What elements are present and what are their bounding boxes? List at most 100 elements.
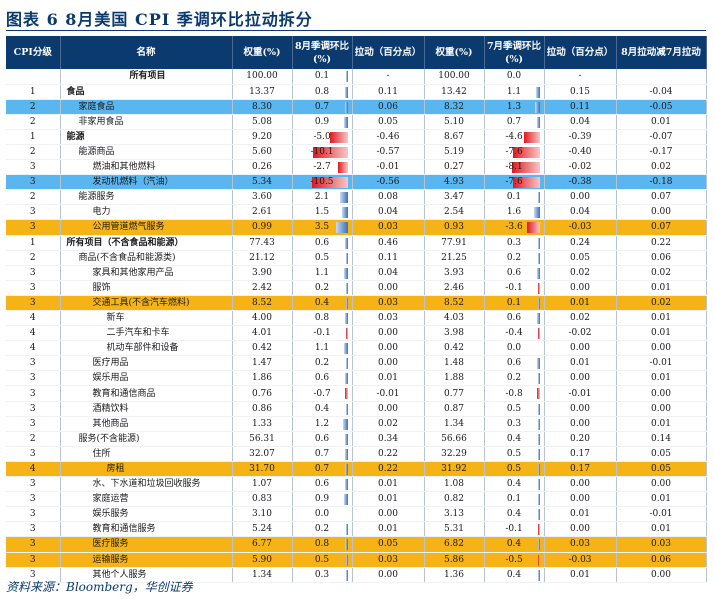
cpi-level-cell	[6, 69, 61, 85]
mom-jul-cell: -0.1	[484, 280, 545, 296]
weight-aug-cell: 3.60	[232, 189, 293, 206]
cpi-level-cell: 3	[6, 416, 61, 432]
pull-jul-cell: 0.04	[544, 114, 617, 130]
mom-jul-cell: -0.4	[484, 325, 545, 342]
mom-aug-cell: 0.8	[292, 536, 353, 553]
positive-data-bar	[344, 494, 348, 506]
pull-diff-cell: -0.07	[616, 129, 707, 145]
weight-jul-cell: 4.93	[424, 174, 485, 191]
table-row: 3 医疗服务 6.77 0.8 0.05 6.82 0.4 0.03 0.03	[6, 536, 707, 553]
pull-aug-cell: 0.22	[352, 461, 425, 478]
pull-jul-cell: 0.17	[544, 446, 617, 462]
pull-aug-cell: 0.00	[352, 340, 425, 357]
mom-aug-cell: 0.9	[292, 491, 353, 508]
mom-value: -7.6	[505, 147, 523, 158]
cpi-level-cell: 3	[6, 219, 61, 236]
table-row: 2 家庭食品 8.30 0.7 0.06 8.32 1.3 0.11 -0.05	[6, 99, 707, 115]
pull-diff-cell: 0.05	[616, 461, 707, 478]
item-name-cell: 机动车部件和设备	[60, 340, 233, 357]
pull-aug-cell: 0.01	[352, 521, 425, 538]
positive-data-bar	[535, 101, 540, 113]
pull-diff-cell: 0.01	[616, 491, 707, 508]
item-name-cell: 运输服务	[60, 552, 233, 568]
positive-data-bar	[344, 313, 348, 324]
mom-value: -0.1	[505, 524, 523, 535]
positive-data-bar	[537, 403, 540, 415]
item-name-cell: 家具和其他家用产品	[60, 265, 233, 281]
title-divider	[6, 30, 706, 31]
mom-jul-cell: 0.4	[484, 431, 545, 447]
mom-aug-cell: 0.6	[292, 476, 353, 493]
pull-diff-cell: 0.05	[616, 446, 707, 462]
mom-aug-cell: 0.4	[292, 295, 353, 312]
weight-jul-cell: 1.08	[424, 476, 485, 493]
table-row: 3 燃油和其他燃料 0.26 -2.7 -0.01 0.27 -8.1 -0.02 0.02	[6, 159, 707, 176]
pull-aug-cell: 0.03	[352, 552, 425, 568]
weight-jul-cell: 77.91	[424, 235, 485, 251]
table-row: 3 酒精饮料 0.86 0.4 0.00 0.87 0.5 0.00 0.00	[6, 401, 707, 417]
mom-value: 0.7	[314, 463, 330, 474]
mom-jul-cell: 0.1	[484, 189, 545, 206]
positive-data-bar	[343, 343, 348, 355]
figure-title: 图表 6 8月美国 CPI 季调环比拉动拆分	[6, 10, 313, 29]
mom-jul-cell: -0.8	[484, 385, 545, 402]
weight-jul-cell: 1.48	[424, 355, 485, 372]
header-name: 名称	[60, 36, 233, 69]
positive-data-bar	[537, 569, 540, 581]
table-row: 1 所有项目（不含食品和能源） 77.43 0.6 0.46 77.91 0.3 0.24 0.…	[6, 235, 707, 251]
positive-data-bar	[537, 539, 540, 551]
mom-aug-cell: -5.0	[292, 129, 353, 145]
mom-aug-cell: 0.6	[292, 431, 353, 447]
mom-value: -8.1	[505, 162, 523, 173]
mom-value: 0.5	[314, 252, 330, 263]
positive-data-bar	[345, 403, 348, 415]
cpi-level-cell: 3	[6, 174, 61, 191]
mom-value: 0.2	[314, 358, 330, 369]
mom-value: 1.1	[506, 86, 522, 97]
table-row: 3 住所 32.07 0.7 0.22 32.29 0.5 0.17 0.05	[6, 446, 707, 462]
table-row: 2 能源商品 5.60 -10.1 -0.57 5.19 -7.6 -0.40 -0.17	[6, 144, 707, 161]
positive-data-bar	[342, 207, 348, 219]
positive-data-bar	[345, 252, 348, 264]
cpi-level-cell: 2	[6, 431, 61, 447]
table-row: 3 教育和通信服务 5.24 0.2 0.01 5.31 -0.1 0.00 0.01	[6, 521, 707, 538]
pull-aug-cell: 0.22	[352, 446, 425, 462]
pull-jul-cell: 0.05	[544, 250, 617, 266]
cpi-level-cell: 3	[6, 521, 61, 538]
pull-aug-cell: -	[352, 69, 425, 85]
cpi-breakdown-table: CPI分级 名称 权重(%) 8月季调环比(%) 拉动（百分点） 权重(%) 7…	[6, 36, 707, 583]
pull-jul-cell: 0.00	[544, 370, 617, 387]
item-name-cell: 能源商品	[60, 144, 233, 161]
mom-jul-cell: -7.6	[484, 144, 545, 161]
pull-aug-cell: 0.08	[352, 189, 425, 206]
mom-aug-cell: 2.1	[292, 189, 353, 206]
weight-aug-cell: 8.30	[232, 99, 293, 115]
item-name-cell: 家庭食品	[60, 99, 233, 115]
mom-value: 0.9	[314, 494, 330, 505]
weight-aug-cell: 32.07	[232, 446, 293, 462]
weight-jul-cell: 1.88	[424, 370, 485, 387]
mom-value: 0.5	[506, 448, 522, 459]
mom-jul-cell: -4.6	[484, 129, 545, 145]
weight-aug-cell: 77.43	[232, 235, 293, 251]
pull-diff-cell: 0.00	[616, 567, 707, 583]
mom-jul-cell: 0.0	[484, 69, 545, 85]
positive-data-bar	[537, 297, 540, 309]
pull-jul-cell: 0.02	[544, 310, 617, 327]
mom-value: 0.7	[506, 116, 522, 127]
mom-aug-cell: 0.8	[292, 84, 353, 100]
positive-data-bar	[343, 267, 348, 279]
pull-diff-cell: 0.07	[616, 189, 707, 206]
weight-jul-cell: 2.46	[424, 280, 485, 296]
item-name-cell: 房租	[60, 461, 233, 478]
pull-diff-cell: 0.00	[616, 401, 707, 417]
weight-aug-cell: 5.90	[232, 552, 293, 568]
mom-aug-cell: -0.1	[292, 325, 353, 342]
positive-data-bar	[537, 116, 540, 128]
cpi-level-cell: 3	[6, 355, 61, 372]
mom-jul-cell: 0.4	[484, 476, 545, 493]
mom-value: 0.0	[506, 71, 522, 82]
weight-jul-cell: 32.29	[424, 446, 485, 462]
negative-data-bar	[537, 554, 540, 566]
table-row: 3 家庭运营 0.83 0.9 0.01 0.82 0.1 0.00 0.01	[6, 491, 707, 508]
